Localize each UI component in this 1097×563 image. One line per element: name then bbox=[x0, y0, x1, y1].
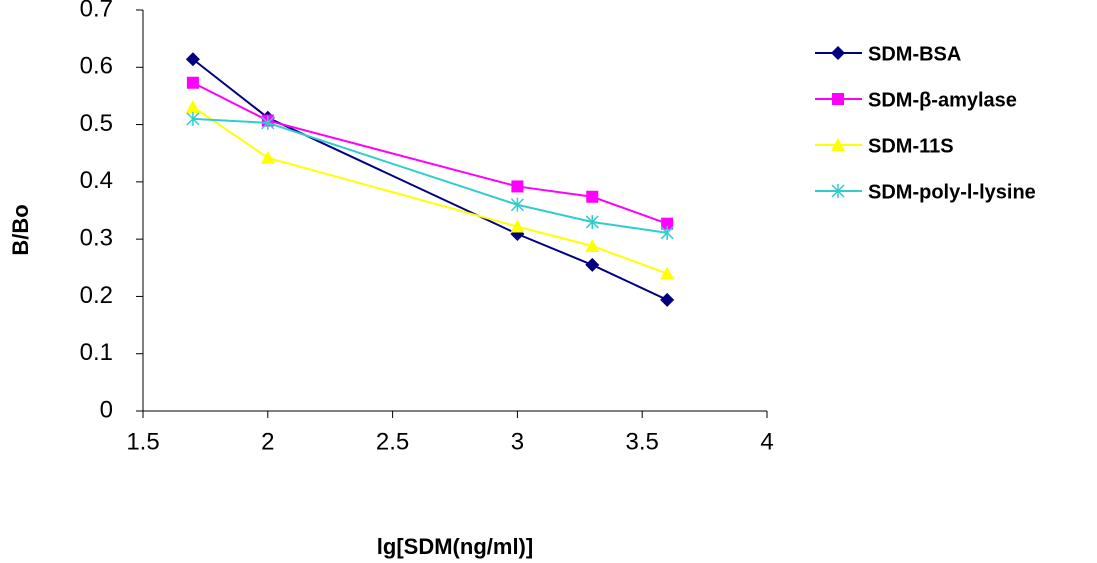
y-tick-label: 0.6 bbox=[80, 53, 113, 80]
y-tick-label: 0.7 bbox=[80, 0, 113, 22]
marker bbox=[660, 292, 675, 307]
marker bbox=[585, 239, 600, 253]
marker bbox=[510, 219, 525, 233]
legend-marker bbox=[831, 184, 845, 198]
series-line bbox=[192, 117, 668, 234]
marker bbox=[185, 52, 200, 67]
legend-marker bbox=[832, 93, 844, 105]
y-tick-label: 0.4 bbox=[80, 167, 113, 194]
marker bbox=[511, 180, 524, 193]
marker bbox=[585, 257, 600, 272]
marker bbox=[261, 115, 275, 130]
y-tick-label: 0.3 bbox=[80, 224, 113, 251]
marker bbox=[186, 111, 200, 126]
x-tick-label: 4 bbox=[760, 428, 773, 455]
y-tick-label: 0 bbox=[100, 396, 113, 423]
y-axis-title: B/Bo bbox=[8, 204, 33, 255]
marker bbox=[660, 266, 675, 280]
marker bbox=[186, 76, 199, 89]
x-tick-label: 3 bbox=[511, 428, 524, 455]
marker bbox=[660, 225, 674, 240]
legend-label: SDM-β-amylase bbox=[868, 89, 1017, 111]
x-tick-label: 3.5 bbox=[626, 428, 659, 455]
marker bbox=[586, 190, 599, 203]
legend-label: SDM-BSA bbox=[868, 43, 961, 65]
x-tick-label: 2.5 bbox=[376, 428, 409, 455]
marker bbox=[185, 99, 200, 113]
y-tick-label: 0.1 bbox=[80, 339, 113, 366]
legend-label: SDM-11S bbox=[868, 135, 954, 157]
y-tick-label: 0.2 bbox=[80, 282, 113, 309]
y-tick-label: 0.5 bbox=[80, 110, 113, 137]
marker bbox=[661, 217, 674, 230]
legend-marker bbox=[831, 138, 845, 151]
legend-marker bbox=[831, 46, 845, 60]
marker bbox=[585, 214, 599, 229]
x-axis-title: lg[SDM(ng/ml)] bbox=[377, 534, 533, 559]
x-tick-label: 2 bbox=[261, 428, 274, 455]
x-tick-label: 1.5 bbox=[126, 428, 159, 455]
marker bbox=[260, 150, 275, 164]
legend-label: SDM-poly-l-lysine bbox=[868, 181, 1036, 203]
marker bbox=[510, 197, 524, 212]
